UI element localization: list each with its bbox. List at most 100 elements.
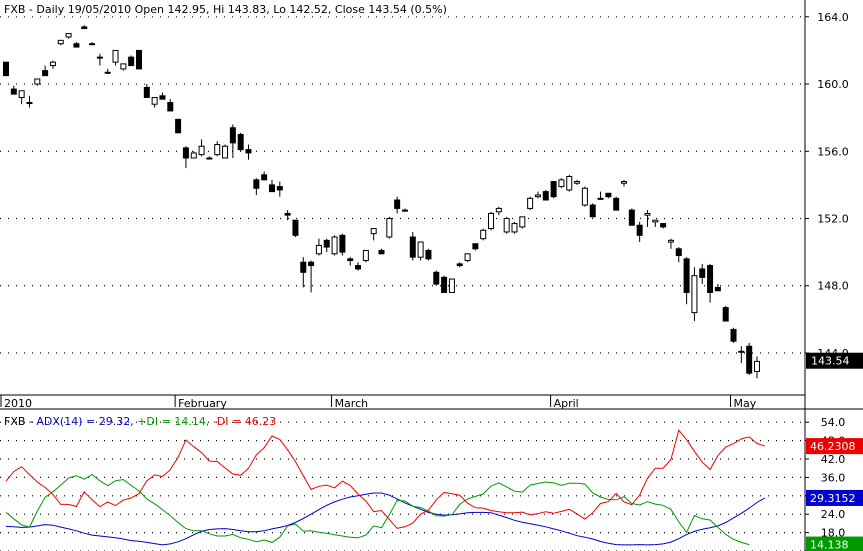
indicator-value-tag — [806, 489, 863, 506]
candle-down — [707, 265, 714, 293]
indicator-value-tag — [806, 438, 863, 455]
candle-up — [558, 179, 565, 188]
candle-down — [746, 345, 753, 374]
candle-down — [245, 149, 252, 154]
series-line--di — [5, 473, 750, 546]
last-price-label: 143.54 — [811, 355, 850, 368]
date-tick-label: May — [734, 397, 757, 410]
candle-up — [331, 236, 338, 255]
indicator-value-label: 46.2308 — [810, 440, 856, 453]
indicator-tick-label: 36.0 — [821, 471, 846, 484]
candle-up — [386, 218, 393, 238]
candle-up — [574, 181, 581, 184]
candle-up — [112, 49, 119, 63]
candle-down — [10, 88, 17, 95]
price-tick-label: 156.0 — [817, 145, 849, 158]
candle-up — [222, 145, 229, 159]
chart-title: FXB - Daily 19/05/2010 Open 142.95, Hi 1… — [4, 3, 447, 16]
candle-up — [488, 212, 495, 230]
candle-down — [253, 179, 260, 189]
indicator-tick-label: 18.0 — [821, 527, 846, 540]
candle-down — [441, 276, 448, 293]
candle-down — [628, 209, 635, 226]
candle-down — [456, 263, 463, 267]
candle-up — [448, 278, 455, 293]
candle-down — [300, 261, 307, 273]
candle-up — [581, 187, 588, 206]
candle-down — [714, 286, 721, 292]
candle-up — [480, 229, 487, 240]
candle-down — [284, 212, 291, 216]
candle-down — [175, 118, 182, 134]
candle-down — [605, 192, 612, 198]
candle-up — [597, 197, 604, 200]
indicator-title: FXB - ADX(14) = 29.32, +DI = 14.14, -DI … — [4, 415, 276, 428]
candle-up — [667, 239, 674, 243]
candle-up — [214, 144, 221, 156]
indicator-value-label: 29.3152 — [810, 492, 856, 505]
candle-down — [159, 95, 166, 100]
candle-up — [503, 218, 510, 233]
date-axis-labels: 2010 February March April May — [4, 397, 757, 410]
candle-up — [566, 175, 573, 191]
candle-down — [636, 224, 643, 236]
candle-up — [527, 197, 534, 209]
candle-down — [135, 49, 142, 70]
candle-up — [495, 207, 502, 213]
candlestick-series — [3, 25, 760, 379]
candle-up — [89, 43, 96, 46]
candle-up — [464, 253, 471, 262]
candle-up — [754, 360, 760, 372]
candle-down — [394, 199, 401, 209]
candle-down — [3, 61, 9, 77]
candle-down — [355, 265, 362, 270]
last-price-tag — [806, 352, 863, 369]
candle-down — [722, 307, 729, 322]
candle-down — [409, 236, 416, 258]
candle-down — [433, 271, 440, 285]
candle-down — [542, 191, 549, 201]
price-tick-label: 152.0 — [817, 213, 849, 226]
candle-up — [206, 157, 213, 160]
candle-down — [699, 268, 706, 278]
candle-down — [182, 147, 189, 159]
indicator-value-tag — [806, 536, 863, 551]
indicator-tick-label: 54.0 — [821, 416, 846, 429]
date-tick-label: February — [178, 397, 227, 410]
candle-up — [34, 78, 41, 85]
series-line--di — [5, 429, 765, 529]
price-tick-label: 148.0 — [817, 280, 849, 293]
candle-up — [417, 241, 424, 258]
candle-up — [18, 90, 25, 98]
candle-down — [339, 234, 346, 253]
candle-down — [261, 174, 268, 181]
indicator-tick-label: 42.0 — [821, 453, 846, 466]
candle-up — [370, 228, 377, 235]
candle-up — [151, 96, 158, 105]
candle-up — [644, 212, 651, 216]
candle-up — [315, 244, 322, 255]
candle-down — [472, 243, 479, 250]
candle-up — [198, 145, 205, 156]
candle-up — [57, 39, 64, 45]
candle-down — [292, 219, 299, 236]
date-tick-label: April — [554, 397, 579, 410]
candle-up — [49, 61, 56, 67]
candle-up — [652, 219, 659, 223]
indicator-value-label: 14.138 — [810, 539, 849, 551]
candle-down — [347, 258, 354, 262]
pdi-label: +DI = 14.14, — [137, 415, 210, 428]
candle-up — [362, 249, 369, 262]
candle-down — [143, 86, 150, 98]
candle-down — [589, 204, 596, 218]
candle-up — [104, 71, 111, 74]
candle-down — [237, 133, 244, 151]
candle-down — [425, 249, 432, 260]
candle-down — [308, 261, 315, 267]
candle-down — [660, 223, 667, 228]
candle-down — [81, 26, 88, 30]
candle-up — [621, 181, 628, 184]
candle-up — [534, 194, 541, 198]
candle-down — [167, 102, 174, 112]
